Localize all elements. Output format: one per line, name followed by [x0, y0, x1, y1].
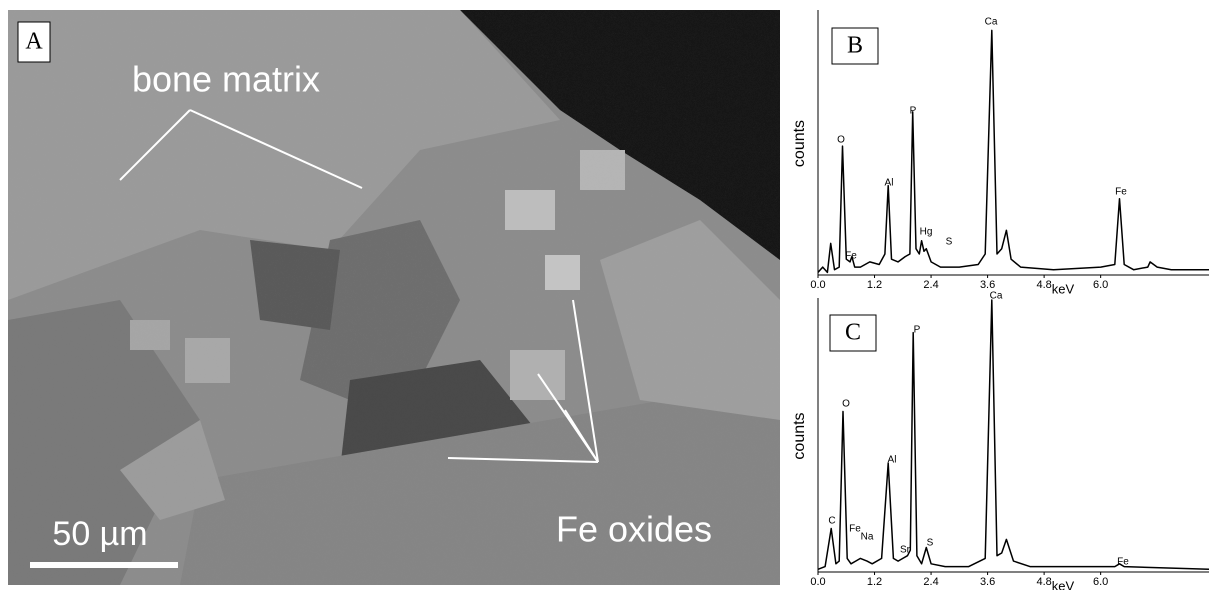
spectrum-line	[817, 299, 1209, 571]
x-tick-label: 4.8	[1036, 279, 1051, 291]
panel-label-box	[829, 314, 877, 352]
x-tick-label: 0.0	[810, 576, 825, 588]
annotation: Fe oxides	[556, 509, 712, 550]
annotation: bone matrix	[132, 59, 320, 100]
peak-label: O	[837, 135, 845, 146]
panel-label-box	[831, 27, 879, 65]
x-tick-label: 3.6	[980, 576, 995, 588]
x-axis-label: keV	[1052, 281, 1075, 296]
peak-label: Al	[888, 455, 897, 466]
peak-label: Fe	[1115, 187, 1127, 198]
x-tick-label: 1.2	[867, 576, 882, 588]
x-tick-label: 6.0	[1093, 279, 1108, 291]
x-tick-label: 4.8	[1036, 576, 1051, 588]
x-tick-label: 2.4	[923, 279, 938, 291]
spectrum-line	[817, 29, 1209, 274]
peak-label: Na	[861, 532, 874, 543]
peak-label: S	[946, 237, 953, 248]
peak-label: Al	[885, 178, 894, 189]
leader-lines	[119, 109, 599, 463]
peak-label: S	[927, 538, 934, 549]
y-axis-label: counts	[791, 120, 808, 167]
peak-label: O	[842, 399, 850, 410]
x-tick-label: 1.2	[867, 279, 882, 291]
peak-label: Ca	[985, 17, 998, 28]
sem-image	[8, 10, 780, 585]
y-axis-label: counts	[791, 412, 808, 459]
scale-bar	[30, 562, 178, 568]
panel-label: C	[845, 320, 861, 346]
peak-label: C	[828, 516, 835, 527]
x-tick-label: 6.0	[1093, 576, 1108, 588]
panel-label: B	[847, 33, 863, 59]
peak-label: Hg	[920, 227, 933, 238]
panel-label: A	[25, 29, 43, 55]
x-tick-label: 3.6	[980, 279, 995, 291]
x-tick-label: 0.0	[810, 279, 825, 291]
peak-label: Fe	[849, 524, 861, 535]
peak-label: P	[910, 106, 917, 117]
scale-bar-label: 50 µm	[52, 515, 147, 553]
peak-label: Ca	[990, 291, 1003, 302]
x-tick-label: 2.4	[923, 576, 938, 588]
peak-label: Sr	[900, 545, 911, 556]
peak-label: Fe	[845, 251, 857, 262]
x-axis-label: keV	[1052, 578, 1075, 590]
peak-label: P	[914, 325, 921, 336]
panel-label-box	[17, 21, 51, 63]
peak-label: Fe	[1117, 557, 1129, 568]
